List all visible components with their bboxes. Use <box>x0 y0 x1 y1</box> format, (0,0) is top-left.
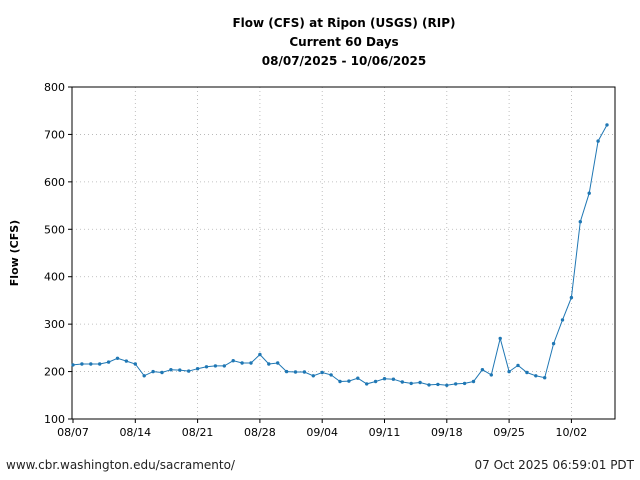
data-point <box>560 318 565 322</box>
data-point <box>445 383 449 387</box>
data-point <box>71 363 75 367</box>
generated-timestamp: 07 Oct 2025 06:59:01 PDT <box>474 458 634 472</box>
data-point <box>507 369 511 374</box>
data-point <box>436 382 440 387</box>
data-point <box>373 379 378 384</box>
data-point <box>249 361 253 365</box>
data-point <box>187 369 191 373</box>
data-point <box>302 370 307 374</box>
x-tick-label: 08/14 <box>119 426 151 439</box>
series-line <box>72 124 608 386</box>
data-point <box>489 373 493 377</box>
x-tick-label: 09/04 <box>306 426 338 439</box>
data-point <box>418 380 422 385</box>
data-point <box>195 367 200 371</box>
data-point <box>204 365 209 369</box>
chart-title: Flow (CFS) at Ripon (USGS) (RIP) <box>232 16 456 30</box>
source-url-link[interactable]: www.cbr.washington.edu/sacramento/ <box>6 458 235 472</box>
data-point <box>454 382 458 386</box>
data-point <box>471 379 476 384</box>
x-tick-label: 09/18 <box>431 426 463 439</box>
data-point <box>133 362 137 366</box>
data-point <box>525 370 529 375</box>
chart-date-range: 08/07/2025 - 10/06/2025 <box>261 54 427 68</box>
data-point <box>498 336 502 341</box>
data-point <box>409 381 413 386</box>
data-point <box>98 362 102 366</box>
data-point <box>115 356 120 360</box>
x-tick-label: 10/02 <box>556 426 588 439</box>
data-point <box>534 374 538 378</box>
plot-frame <box>71 86 616 420</box>
y-tick-label: 300 <box>44 318 65 331</box>
data-point <box>178 368 182 372</box>
data-point <box>427 383 431 387</box>
x-tick-label: 09/11 <box>369 426 401 439</box>
chart-title-block: Flow (CFS) at Ripon (USGS) (RIP) Current… <box>0 14 640 71</box>
data-point <box>80 362 84 366</box>
data-point <box>311 374 315 378</box>
data-point <box>338 379 342 384</box>
data-point <box>160 370 164 375</box>
data-point <box>329 373 333 377</box>
chart-subtitle: Current 60 Days <box>289 35 399 49</box>
data-point <box>320 370 324 375</box>
data-point <box>231 359 235 363</box>
x-tick-label: 09/25 <box>493 426 525 439</box>
axes: 100 200 300 400 500 600 700 800 08/07 08/14 08/21 0… <box>44 81 587 439</box>
data-point <box>106 360 111 364</box>
data-point <box>89 362 93 366</box>
x-tick-label: 08/28 <box>244 426 276 439</box>
y-tick-label: 100 <box>44 413 65 426</box>
data-point <box>569 295 574 300</box>
data-point <box>124 359 129 363</box>
data-point <box>587 191 591 195</box>
y-tick-label: 800 <box>44 81 65 94</box>
y-tick-label: 700 <box>44 128 65 141</box>
data-point <box>462 381 467 386</box>
data-point <box>400 380 404 384</box>
y-tick-label: 400 <box>44 271 65 284</box>
data-point <box>169 368 173 372</box>
data-point <box>213 364 218 368</box>
data-point <box>516 363 520 368</box>
data-point <box>276 361 280 365</box>
data-point <box>596 139 600 143</box>
data-point <box>480 368 485 372</box>
data-point <box>391 377 396 381</box>
data-point <box>142 374 146 378</box>
data-point <box>605 123 609 127</box>
data-point <box>382 377 387 381</box>
data-point <box>347 379 351 383</box>
data-point <box>578 220 582 224</box>
data-point <box>151 369 155 374</box>
y-tick-label: 600 <box>44 176 65 189</box>
grid-lines <box>72 87 615 419</box>
series-layer <box>71 123 609 387</box>
x-tick-label: 08/21 <box>182 426 214 439</box>
data-point <box>258 352 262 357</box>
data-point <box>267 362 271 366</box>
data-point <box>365 382 369 386</box>
y-axis-label: Flow (CFS) <box>8 220 21 286</box>
data-point <box>293 370 298 374</box>
y-tick-label: 200 <box>44 366 65 379</box>
data-point <box>356 376 360 380</box>
data-point <box>284 369 289 374</box>
data-point <box>551 341 556 346</box>
data-point <box>543 376 547 380</box>
x-tick-label: 08/07 <box>57 426 89 439</box>
data-point <box>240 361 244 365</box>
data-point <box>222 364 226 368</box>
y-tick-label: 500 <box>44 223 65 236</box>
